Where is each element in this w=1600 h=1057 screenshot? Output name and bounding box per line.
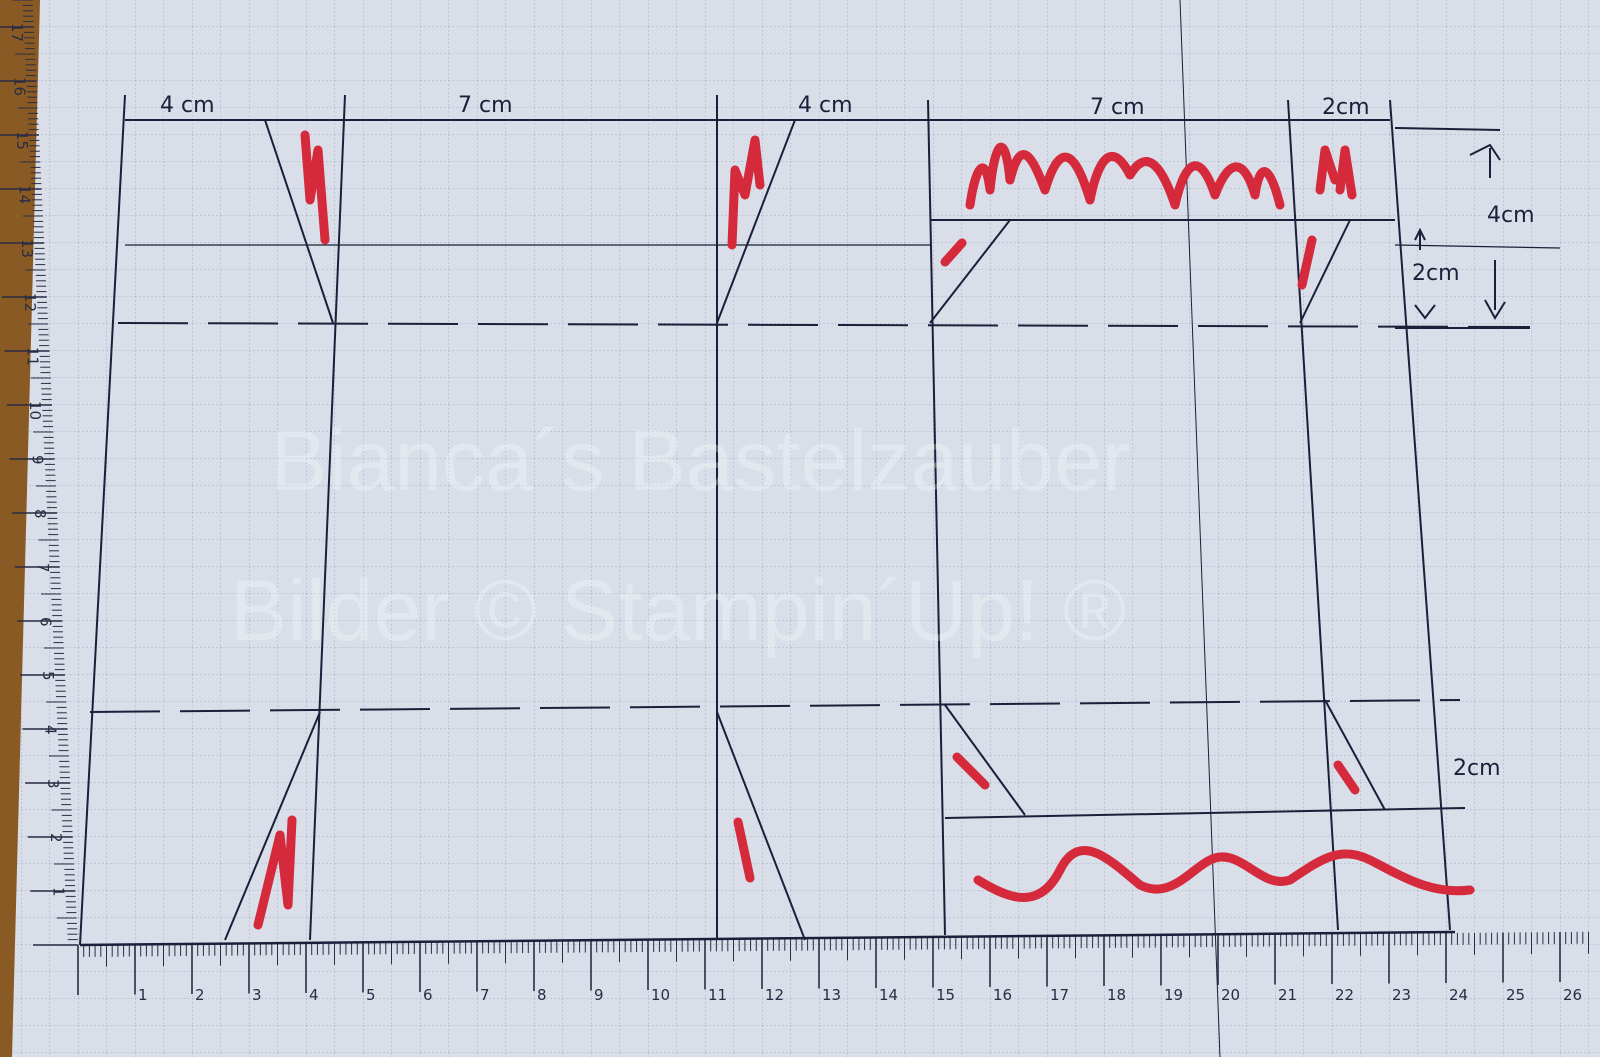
- ruler-left-label: 4: [42, 725, 60, 735]
- ruler-bottom-label: 26: [1563, 986, 1582, 1004]
- ruler-bottom-label: 4: [309, 986, 319, 1004]
- ruler-left-label: 10: [26, 401, 44, 420]
- ruler-bottom-label: 16: [993, 986, 1012, 1004]
- ruler-bottom-label: 23: [1392, 986, 1411, 1004]
- ruler-bottom-label: 17: [1050, 986, 1069, 1004]
- ruler-left-label: 2: [47, 833, 65, 843]
- ruler-left-label: 9: [29, 455, 47, 465]
- label-right-4cm: 4cm: [1487, 203, 1535, 228]
- ruler-left-label: 12: [21, 293, 39, 312]
- ruler-left-label: 14: [16, 185, 34, 204]
- ruler-bottom-label: 15: [936, 986, 955, 1004]
- ruler-left-label: 6: [36, 617, 54, 627]
- watermark-line-1: Bianca´s Bastelzauber: [270, 413, 1130, 509]
- label-right-2cm: 2cm: [1412, 261, 1460, 286]
- ruler-bottom-label: 9: [594, 986, 604, 1004]
- ruler-left-label: 1: [49, 887, 67, 897]
- ruler-left-label: 16: [10, 77, 28, 96]
- ruler-bottom: 1 2 3 4 5 6 7 8 9 10 11 12 13 14 15 16 17 18 19 20 21 22 23 24 2…: [77, 931, 1589, 1004]
- ruler-bottom-label: 3: [252, 986, 262, 1004]
- ruler-left-label: 3: [44, 779, 62, 789]
- ruler-bottom-label: 19: [1164, 986, 1183, 1004]
- ruler-bottom-label: 11: [708, 986, 727, 1004]
- ruler-bottom-label: 7: [480, 986, 490, 1004]
- ruler-bottom-label: 13: [822, 986, 841, 1004]
- ruler-left-label: 7: [34, 563, 52, 573]
- ruler-bottom-label: 18: [1107, 986, 1126, 1004]
- ruler-bottom-label: 12: [765, 986, 784, 1004]
- ruler-left-label: 13: [18, 239, 36, 258]
- ruler-bottom-label: 25: [1506, 986, 1525, 1004]
- ruler-left-label: 8: [31, 509, 49, 519]
- ruler-bottom-label: 1: [138, 986, 148, 1004]
- ruler-left-label: 17: [8, 23, 26, 42]
- ruler-bottom-label: 14: [879, 986, 898, 1004]
- ruler-bottom-label: 2: [195, 986, 205, 1004]
- watermark-line-2: Bilder © Stampin´Up! ®: [230, 563, 1126, 659]
- ruler-bottom-label: 10: [651, 986, 670, 1004]
- label-top-2cm: 2cm: [1322, 95, 1370, 120]
- ruler-bottom-label: 5: [366, 986, 376, 1004]
- marker-marks: [253, 130, 1475, 930]
- template-lines: [79, 0, 1561, 1057]
- ruler-bottom-label: 24: [1449, 986, 1468, 1004]
- grid: [12, 0, 1600, 1057]
- ruler-left-label: 11: [23, 347, 41, 366]
- ruler-bottom-label: 6: [423, 986, 433, 1004]
- ruler-left-label: 5: [39, 671, 57, 681]
- ruler-left-label: 15: [13, 131, 31, 150]
- label-top-4cm-1: 4 cm: [160, 93, 215, 118]
- ruler-bottom-label: 21: [1278, 986, 1297, 1004]
- label-top-7cm-2: 7 cm: [1090, 95, 1145, 120]
- ruler-bottom-label: 8: [537, 986, 547, 1004]
- label-top-4cm-2: 4 cm: [798, 93, 853, 118]
- ruler-bottom-label: 22: [1335, 986, 1354, 1004]
- label-top-7cm-1: 7 cm: [458, 93, 513, 118]
- label-right-bottom-2cm: 2cm: [1453, 756, 1501, 781]
- ruler-bottom-label: 20: [1221, 986, 1240, 1004]
